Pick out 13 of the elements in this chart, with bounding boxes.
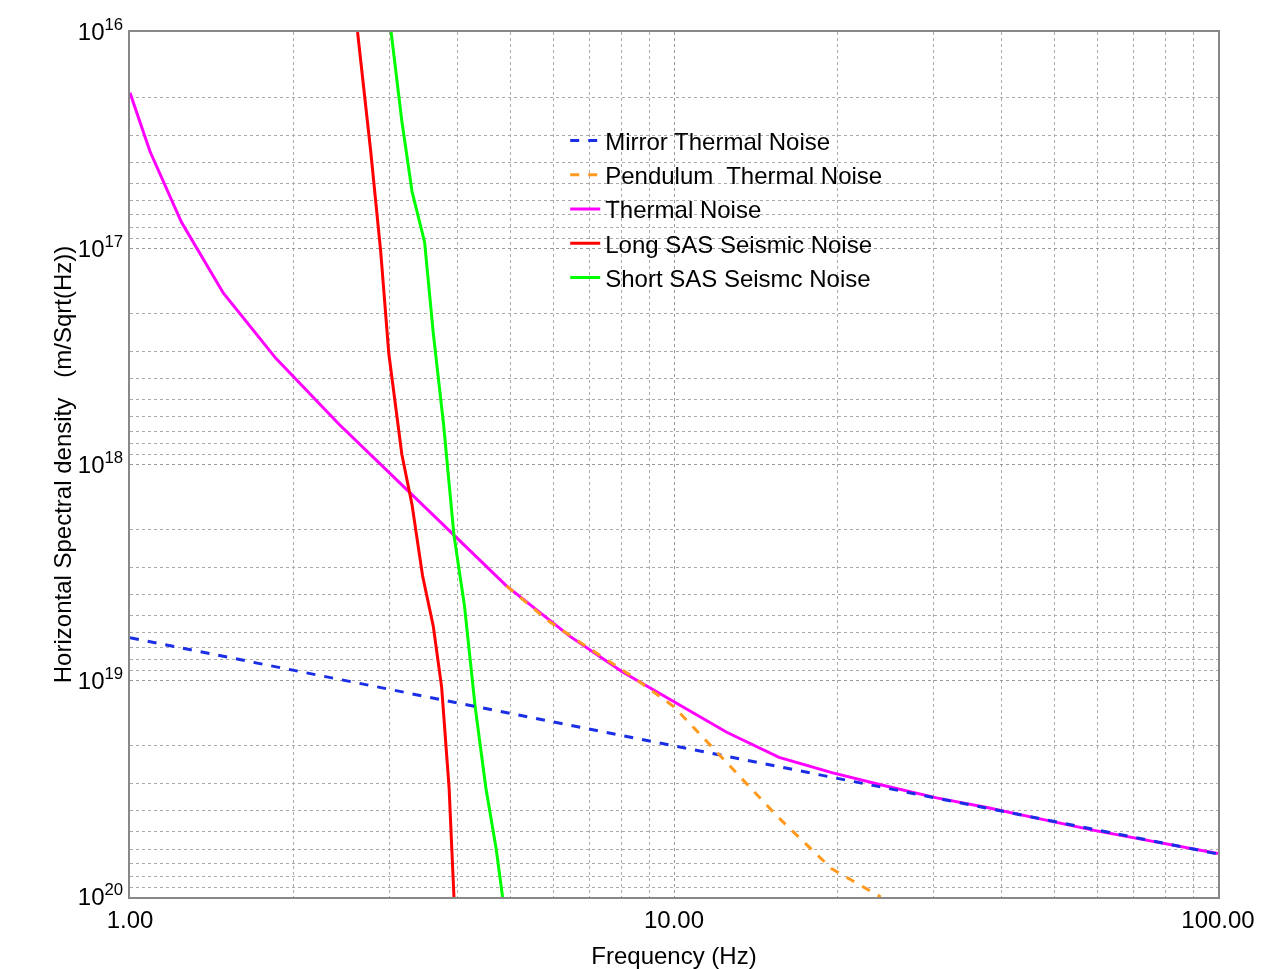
y-tick-label: 10$^{16}$ (77, 15, 124, 46)
x-tick-label: 100.00 (1181, 905, 1255, 933)
legend-label: Long SAS Seismic Noise (605, 230, 872, 258)
legend-label: Mirror Thermal Noise (605, 127, 831, 155)
x-axis-title: Frequency (Hz) (591, 942, 757, 969)
y-tick-label: 10$^{17}$ (77, 231, 124, 262)
legend-label: Pendulum Thermal Noise (605, 162, 883, 190)
x-tick-label: 10.00 (643, 905, 705, 933)
y-axis-title: Horizontal Spectral density (m/Sqrt(Hz)) (48, 245, 76, 684)
y-tick-label: 10$^{19}$ (77, 664, 124, 695)
y-tick-label: 10$^{18}$ (77, 447, 124, 478)
legend-label: Thermal Noise (605, 196, 762, 224)
legend-label: Short SAS Seismc Noise (605, 264, 871, 292)
